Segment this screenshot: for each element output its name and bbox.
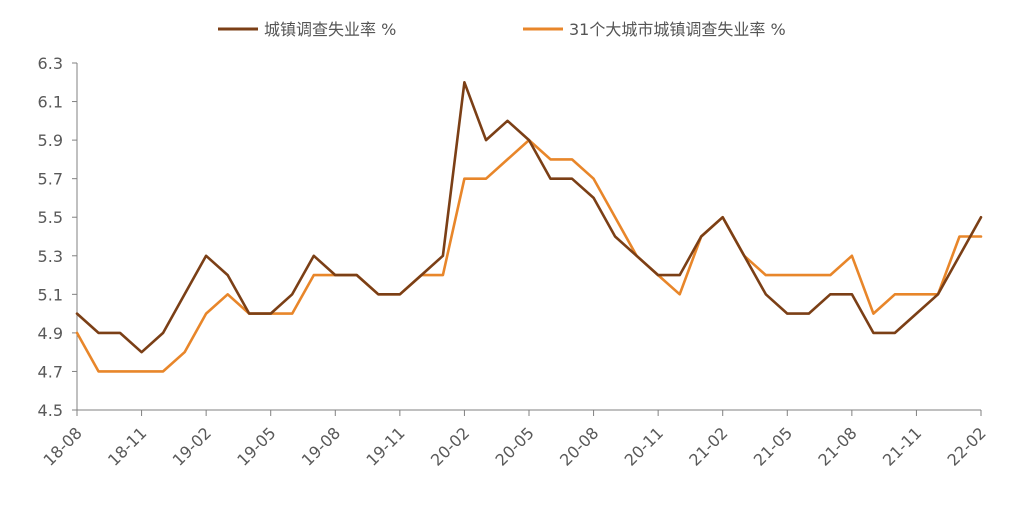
x-tick-label: 21-05 <box>750 423 796 469</box>
x-tick-label: 20-02 <box>427 423 473 469</box>
y-tick-label: 5.3 <box>38 247 63 266</box>
series-layer <box>75 81 983 373</box>
y-tick-label: 4.5 <box>38 401 63 420</box>
chart-legend: 城镇调查失业率 % 31个大城市城镇调查失业率 % <box>218 20 786 39</box>
y-axis: 4.5 4.7 4.9 5.1 5.3 5.5 5.7 5.9 6.1 6.3 <box>38 54 78 420</box>
y-tick-label: 5.5 <box>38 208 63 227</box>
x-tick-label: 19-02 <box>169 423 215 469</box>
x-tick-label: 19-08 <box>298 423 344 469</box>
y-tick-label: 5.1 <box>38 285 63 304</box>
legend-label-1: 城镇调查失业率 % <box>264 20 396 39</box>
x-tick-label: 21-08 <box>814 423 860 469</box>
series-line-1 <box>75 81 983 354</box>
y-tick-label: 5.7 <box>38 170 63 189</box>
y-tick-label: 6.3 <box>38 54 63 73</box>
x-tick-label: 22-02 <box>944 423 990 469</box>
x-tick-label: 21-02 <box>685 423 731 469</box>
x-tick-label: 21-11 <box>879 423 925 469</box>
y-tick-label: 6.1 <box>38 93 63 112</box>
x-tick-label: 20-11 <box>621 423 667 469</box>
x-tick-label: 18-11 <box>104 423 150 469</box>
y-tick-label: 4.9 <box>38 324 63 343</box>
x-tick-label: 18-08 <box>40 423 86 469</box>
x-tick-label: 20-05 <box>492 423 538 469</box>
x-tick-label: 19-05 <box>233 423 279 469</box>
x-tick-label: 19-11 <box>362 423 408 469</box>
x-axis: 18-08 18-11 19-02 19-05 19-08 19-11 20-02 20-05… <box>40 409 990 470</box>
y-tick-label: 5.9 <box>38 131 63 150</box>
y-tick-label: 4.7 <box>38 362 63 381</box>
legend-label-2: 31个大城市城镇调查失业率 % <box>569 20 786 39</box>
series-line-2 <box>75 138 983 373</box>
x-tick-label: 20-08 <box>556 423 602 469</box>
